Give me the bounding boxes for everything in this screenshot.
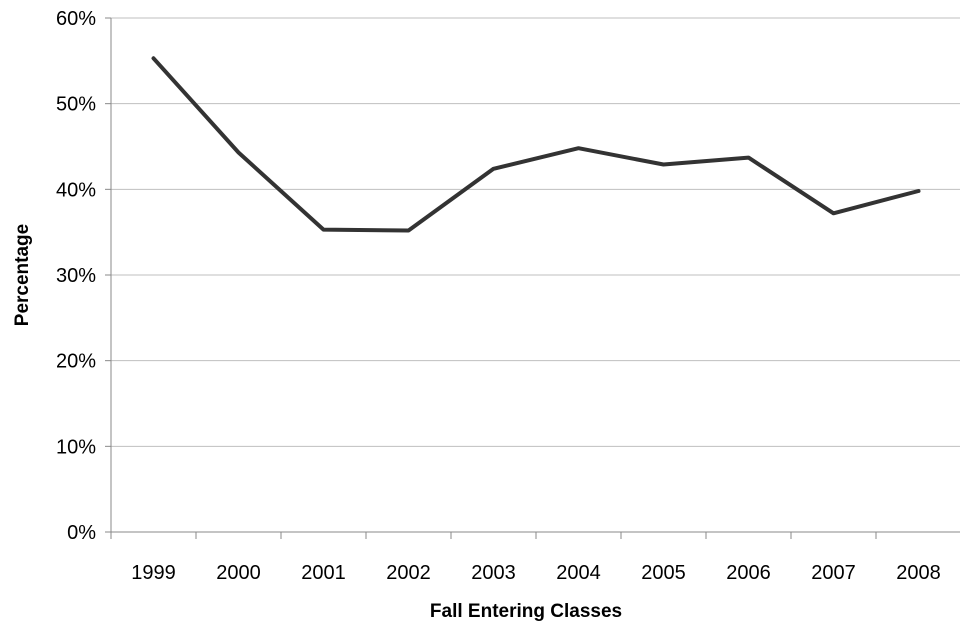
y-tick-label: 50% — [56, 94, 96, 116]
y-tick-label: 0% — [67, 522, 96, 544]
x-tick-label: 2002 — [386, 562, 431, 584]
x-axis-title: Fall Entering Classes — [430, 601, 622, 622]
x-tick-label: 2001 — [301, 562, 346, 584]
x-tick-label: 2007 — [811, 562, 856, 584]
y-axis-title: Percentage — [12, 224, 33, 326]
y-tick-label: 20% — [56, 351, 96, 373]
x-tick-label: 1999 — [131, 562, 176, 584]
x-tick-label: 2006 — [726, 562, 771, 584]
series-group — [151, 56, 921, 233]
x-tick-label: 2000 — [216, 562, 261, 584]
x-tick-labels: 1999 2000 2001 2002 2003 2004 2005 2006 2007 2008 — [131, 562, 941, 584]
x-tick-label: 2004 — [556, 562, 601, 584]
y-tick-label: 40% — [56, 179, 96, 201]
axes — [105, 17, 960, 539]
y-tick-label: 30% — [56, 265, 96, 287]
y-tick-labels: 0% 10% 20% 30% 40% 50% 60% — [56, 8, 96, 544]
x-tick-label: 2003 — [471, 562, 516, 584]
x-tick-label: 2008 — [896, 562, 941, 584]
gridlines — [111, 17, 960, 447]
y-tick-label: 60% — [56, 8, 96, 30]
series-line — [151, 56, 921, 233]
y-tick-label: 10% — [56, 436, 96, 458]
x-tick-label: 2005 — [641, 562, 686, 584]
